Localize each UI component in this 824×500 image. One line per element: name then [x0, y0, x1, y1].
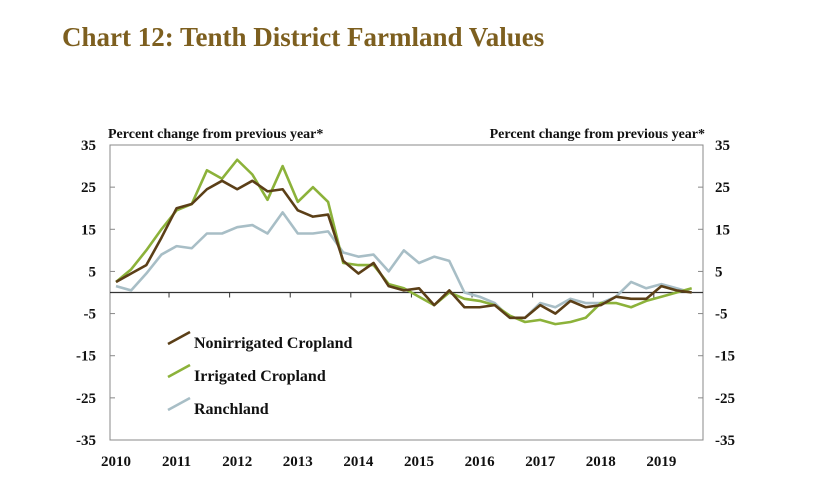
- y-tick-label-right: -5: [715, 307, 728, 323]
- x-tick-label: 2016: [465, 454, 496, 470]
- x-tick-label: 2017: [525, 454, 556, 470]
- y-tick-label-right: -25: [715, 391, 735, 407]
- legend-swatch: [167, 363, 191, 379]
- x-tick-label: 2012: [222, 454, 252, 470]
- y-tick-label-left: 25: [81, 180, 96, 196]
- chart-title: Chart 12: Tenth District Farmland Values: [62, 22, 545, 52]
- x-tick-label: 2019: [646, 454, 676, 470]
- x-tick-label: 2014: [343, 454, 374, 470]
- x-tick-label: 2018: [586, 454, 616, 470]
- y-tick-label-right: 25: [715, 180, 730, 196]
- series-line-nonirrigated-cropland: [115, 179, 692, 320]
- y-tick-label-right: 35: [715, 138, 730, 154]
- y-tick-label-left: -15: [76, 349, 96, 365]
- y-tick-label-right: -15: [715, 349, 735, 365]
- y-tick-label-left: -5: [84, 307, 97, 323]
- y-tick-label-left: -35: [76, 433, 96, 449]
- y-tick-label-left: 5: [89, 264, 97, 280]
- y-axis-label-right: Percent change from previous year*: [490, 127, 705, 142]
- y-tick-label-right: -35: [715, 433, 735, 449]
- x-tick-label: 2011: [162, 454, 191, 470]
- x-tick-label: 2010: [101, 454, 131, 470]
- x-tick-label: 2013: [283, 454, 313, 470]
- y-axis-label-left: Percent change from previous year*: [108, 127, 323, 142]
- legend-label: Nonirrigated Cropland: [194, 335, 352, 352]
- y-tick-label-right: 5: [715, 264, 723, 280]
- x-tick-label: 2015: [404, 454, 434, 470]
- legend-label: Ranchland: [194, 401, 269, 418]
- legend-swatch: [167, 396, 191, 412]
- y-tick-label-left: 35: [81, 138, 96, 154]
- legend-swatch: [167, 330, 191, 346]
- series-line-irrigated-cropland: [115, 158, 693, 326]
- y-tick-label-left: 15: [81, 222, 96, 238]
- series-line-ranchland: [115, 211, 693, 320]
- y-tick-label-right: 15: [715, 222, 730, 238]
- y-tick-label-left: -25: [76, 391, 96, 407]
- legend-label: Irrigated Cropland: [194, 368, 326, 385]
